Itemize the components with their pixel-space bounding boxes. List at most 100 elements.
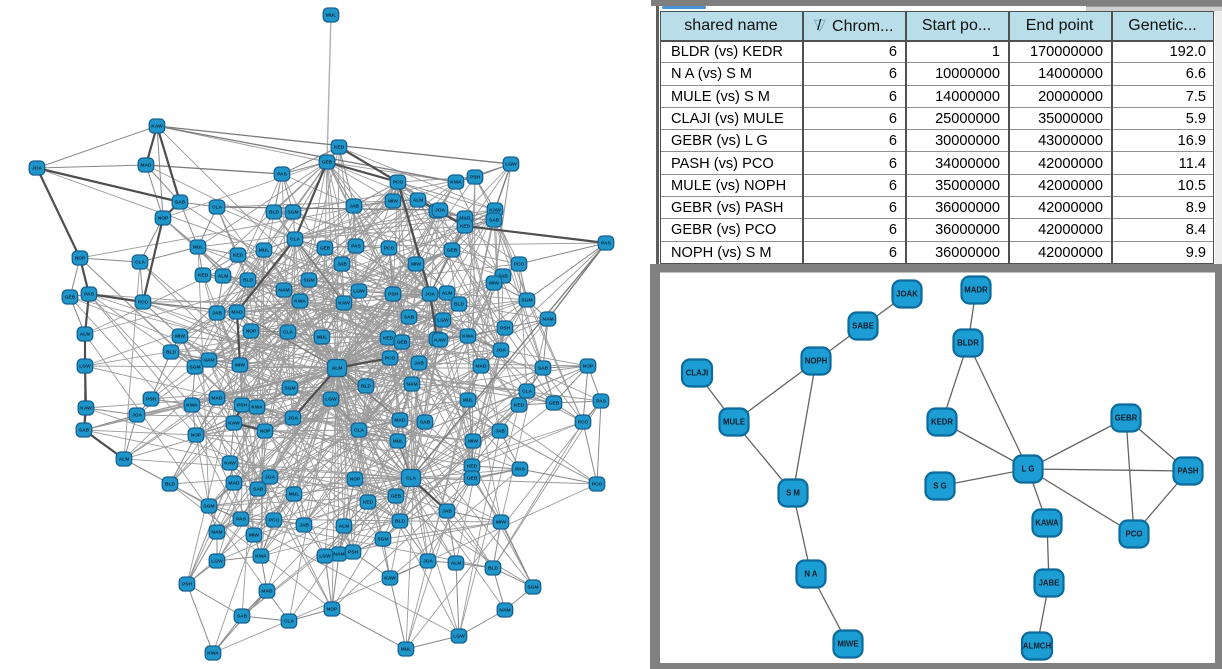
svg-text:KED: KED — [467, 464, 478, 470]
svg-text:KAW: KAW — [224, 461, 236, 467]
svg-text:MAD: MAD — [140, 163, 152, 169]
svg-text:MIW: MIW — [489, 281, 499, 287]
svg-text:KAW: KAW — [80, 406, 92, 412]
svg-text:LGW: LGW — [353, 289, 365, 295]
svg-text:GEB: GEB — [391, 494, 402, 500]
svg-text:LGW: LGW — [437, 318, 449, 324]
svg-text:PSH: PSH — [146, 397, 157, 403]
svg-text:MUL: MUL — [289, 492, 300, 498]
svg-text:NOP: NOP — [260, 429, 271, 435]
svg-text:NAM: NAM — [203, 358, 214, 364]
svg-text:GEB: GEB — [549, 401, 560, 407]
svg-text:JAB: JAB — [337, 262, 347, 268]
svg-text:NAM: NAM — [542, 317, 553, 323]
svg-text:KAW: KAW — [338, 301, 350, 307]
svg-text:PCO: PCO — [393, 180, 404, 186]
svg-text:NOP: NOP — [583, 364, 594, 370]
svg-text:MIW: MIW — [175, 334, 185, 340]
svg-text:KAW: KAW — [489, 208, 501, 214]
svg-text:NOP: NOP — [246, 329, 257, 335]
svg-text:PAS: PAS — [351, 244, 361, 250]
svg-text:PCO: PCO — [514, 262, 525, 268]
svg-text:JOA: JOA — [288, 416, 299, 422]
svg-text:JOA: JOA — [32, 166, 43, 172]
svg-text:KWA: KWA — [462, 334, 474, 340]
svg-text:NOP: NOP — [191, 433, 202, 439]
svg-text:KED: KED — [233, 253, 244, 259]
svg-text:JAB: JAB — [349, 204, 359, 210]
svg-text:PSH: PSH — [388, 292, 399, 298]
svg-text:SGM: SGM — [303, 278, 314, 284]
svg-text:MIW: MIW — [249, 533, 259, 539]
svg-text:S G: S G — [933, 482, 946, 491]
svg-text:PCO: PCO — [578, 420, 589, 426]
svg-text:SGM: SGM — [377, 537, 388, 543]
svg-text:MAD: MAD — [228, 481, 240, 487]
svg-text:ALM: ALM — [119, 457, 130, 463]
svg-text:KED: KED — [460, 224, 471, 230]
svg-text:LGW: LGW — [79, 364, 91, 370]
svg-text:GEB: GEB — [320, 246, 331, 252]
svg-text:NAM: NAM — [333, 552, 344, 558]
svg-text:GEB: GEB — [65, 295, 76, 301]
svg-text:JABE: JABE — [1039, 579, 1060, 588]
svg-text:SGM: SGM — [203, 504, 214, 510]
svg-text:ALMCH: ALMCH — [1023, 642, 1052, 651]
svg-text:MAD: MAD — [231, 310, 243, 316]
svg-text:KEDR: KEDR — [931, 418, 953, 427]
svg-text:S M: S M — [786, 489, 800, 498]
svg-text:MAD: MAD — [261, 589, 273, 595]
svg-text:LGW: LGW — [319, 554, 331, 560]
svg-text:SAB: SAB — [489, 218, 500, 224]
svg-text:LGW: LGW — [211, 559, 223, 565]
svg-text:KED: KED — [198, 273, 209, 279]
svg-text:SABE: SABE — [852, 322, 874, 331]
svg-text:SAB: SAB — [175, 200, 186, 206]
svg-text:SGM: SGM — [287, 210, 298, 216]
svg-text:JOA: JOA — [423, 559, 434, 565]
svg-text:JOA: JOA — [425, 292, 436, 298]
svg-text:MULE: MULE — [723, 418, 745, 427]
svg-text:L G: L G — [1022, 465, 1035, 474]
svg-text:KWA: KWA — [207, 651, 219, 657]
svg-text:BLDR: BLDR — [957, 339, 979, 348]
svg-text:KAW: KAW — [384, 576, 396, 582]
svg-text:ALM: ALM — [218, 274, 229, 280]
svg-text:LGW: LGW — [505, 162, 517, 168]
svg-text:SGM: SGM — [189, 365, 200, 371]
svg-text:PCO: PCO — [1126, 530, 1143, 539]
svg-text:KED: KED — [334, 145, 345, 151]
svg-text:LGW: LGW — [453, 634, 465, 640]
svg-text:PSH: PSH — [182, 582, 193, 588]
svg-text:JOA: JOA — [435, 208, 446, 214]
svg-text:CLAJI: CLAJI — [686, 369, 709, 378]
svg-text:KWA: KWA — [186, 403, 198, 409]
svg-text:PSH: PSH — [500, 326, 511, 332]
svg-text:JAB: JAB — [299, 523, 309, 529]
svg-text:LGW: LGW — [325, 397, 337, 403]
svg-text:PSH: PSH — [348, 550, 359, 556]
svg-text:PCO: PCO — [385, 356, 396, 362]
svg-text:PAS: PAS — [277, 172, 287, 178]
svg-text:NAM: NAM — [406, 382, 417, 388]
svg-text:ALM: ALM — [413, 198, 424, 204]
svg-text:NOP: NOP — [350, 477, 361, 483]
svg-text:SAB: SAB — [253, 487, 264, 493]
svg-text:BLD: BLD — [488, 566, 499, 572]
svg-text:NAM: NAM — [211, 530, 222, 536]
svg-text:BLD: BLD — [395, 519, 406, 525]
svg-text:ALM: ALM — [442, 291, 453, 297]
svg-text:BLD: BLD — [361, 384, 372, 390]
svg-text:CLA: CLA — [212, 205, 223, 211]
svg-text:GEB: GEB — [467, 476, 478, 482]
svg-text:KED: KED — [514, 403, 525, 409]
svg-text:MIW: MIW — [235, 363, 245, 369]
svg-text:MIW: MIW — [468, 439, 478, 445]
svg-text:MUL: MUL — [393, 439, 404, 445]
svg-text:GEBR: GEBR — [1115, 414, 1138, 423]
svg-text:BLD: BLD — [243, 278, 254, 284]
svg-text:PCO: PCO — [384, 246, 395, 252]
svg-text:PAS: PAS — [236, 517, 246, 523]
svg-text:KAW: KAW — [228, 421, 240, 427]
svg-text:NOP: NOP — [75, 256, 86, 262]
